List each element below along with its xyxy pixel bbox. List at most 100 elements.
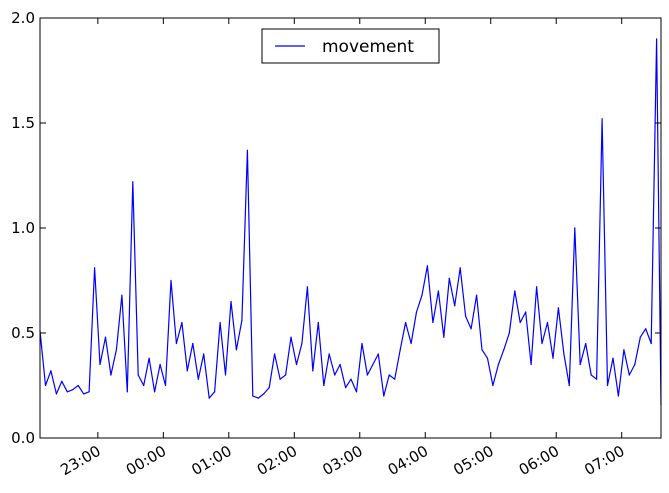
data-point [432, 321, 434, 324]
data-point [290, 336, 292, 338]
data-point [426, 265, 428, 267]
data-point [143, 384, 145, 387]
x-tick-label: 23:00 [57, 442, 103, 479]
data-point [617, 395, 620, 397]
y-tick-label: 2.0 [11, 9, 35, 27]
data-point [410, 342, 412, 345]
data-point [596, 378, 598, 380]
data-point [317, 321, 319, 324]
data-point [301, 342, 303, 345]
data-point [175, 342, 177, 345]
plot-content [39, 38, 662, 405]
data-point [279, 378, 281, 380]
data-point [268, 387, 270, 389]
y-tick-label: 0.0 [11, 429, 35, 447]
data-point [563, 353, 565, 355]
data-point [334, 374, 336, 376]
data-point [94, 267, 96, 269]
data-point [339, 363, 341, 366]
data-point [132, 181, 134, 183]
data-point [656, 38, 658, 40]
data-point [355, 391, 358, 393]
data-point [394, 378, 396, 380]
data-point [650, 342, 652, 345]
y-axis: 0.0 0.5 1.0 1.5 2.0 [11, 9, 661, 447]
data-point [186, 370, 188, 372]
data-point [350, 378, 352, 380]
data-point [557, 307, 560, 309]
data-point [230, 300, 232, 303]
data-point [405, 321, 407, 324]
data-point [203, 353, 205, 355]
data-point [44, 384, 47, 387]
data-point [219, 321, 221, 324]
data-point [514, 290, 516, 292]
data-point [252, 395, 254, 397]
data-point [77, 384, 79, 387]
data-point [170, 279, 172, 282]
data-point [126, 391, 128, 393]
data-point [639, 336, 641, 338]
legend: movement [261, 28, 440, 64]
data-point [470, 328, 472, 330]
data-point [476, 294, 478, 296]
data-point [137, 374, 139, 376]
data-point [612, 357, 614, 359]
data-point [154, 391, 156, 393]
data-point [61, 380, 63, 382]
data-point [634, 363, 636, 366]
data-point [536, 286, 538, 288]
data-point [366, 374, 368, 376]
series-line-movement [39, 38, 662, 405]
data-point [486, 357, 489, 359]
data-point [541, 342, 543, 345]
data-point [214, 391, 216, 393]
data-point [148, 357, 150, 359]
data-point [241, 319, 243, 321]
data-point [104, 336, 107, 338]
data-point [519, 321, 521, 324]
data-point [159, 363, 161, 366]
data-point [192, 342, 194, 345]
data-point [454, 305, 456, 307]
data-point [623, 349, 625, 351]
data-point [377, 353, 379, 355]
x-axis: 23:00 00:00 01:00 02:00 03:00 04:00 05:00 06:00… [57, 18, 628, 479]
data-point [628, 374, 630, 376]
data-point [448, 277, 450, 279]
data-point [306, 286, 308, 288]
data-point [312, 370, 314, 372]
data-point [224, 374, 227, 376]
data-point [121, 294, 123, 296]
data-point [66, 391, 68, 393]
data-point [383, 395, 385, 397]
data-point [197, 378, 199, 380]
y-tick-label: 1.5 [11, 114, 35, 132]
data-point [459, 267, 461, 269]
data-point [361, 342, 363, 345]
data-point [208, 397, 210, 399]
data-point [50, 370, 52, 372]
data-point [437, 290, 439, 292]
y-tick-label: 1.0 [11, 219, 35, 237]
data-point [552, 357, 554, 359]
data-point [585, 342, 587, 345]
data-point [72, 389, 74, 391]
data-point [328, 353, 330, 355]
data-point [508, 332, 510, 334]
data-point [110, 374, 112, 376]
data-point [601, 118, 603, 120]
data-point [574, 227, 576, 229]
x-tick-label: 01:00 [188, 442, 234, 479]
data-point [246, 149, 248, 151]
data-point [164, 384, 167, 387]
data-point [274, 353, 276, 355]
data-point [83, 393, 85, 395]
data-point [568, 384, 570, 387]
data-point [372, 363, 374, 366]
data-point [492, 384, 494, 387]
y-tick-label: 0.5 [11, 324, 35, 342]
x-tick-label: 04:00 [385, 442, 431, 479]
data-point [645, 328, 647, 330]
